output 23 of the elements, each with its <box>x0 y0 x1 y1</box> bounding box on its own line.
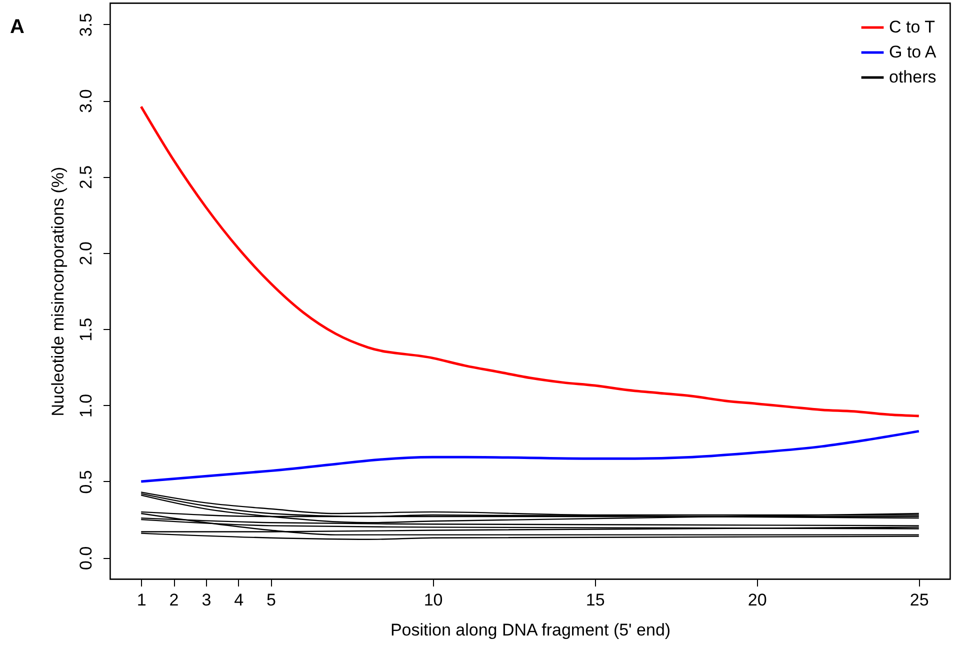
y-tick-label: 2.0 <box>76 242 96 266</box>
x-tick-label: 15 <box>586 590 605 610</box>
x-tick-label: 25 <box>910 590 929 610</box>
text: A <box>10 16 24 38</box>
y-tick-label: 3.0 <box>76 89 96 113</box>
y-tick-label: 0.5 <box>76 470 96 494</box>
x-tick-label: 3 <box>202 590 212 610</box>
x-tick-label: 2 <box>169 590 179 610</box>
y-tick-label: 0.0 <box>76 546 96 570</box>
y-tick-label: 1.0 <box>76 394 96 418</box>
x-axis-title: Position along DNA fragment (5' end) <box>390 620 671 640</box>
legend-label: others <box>889 68 936 86</box>
legend-label: G to A <box>889 42 937 62</box>
y-tick-label: 2.5 <box>76 165 96 190</box>
x-tick-label: 4 <box>234 590 244 610</box>
x-tick-label: 20 <box>748 590 767 610</box>
y-axis-title: Nucleotide misincorporations (%) <box>48 166 68 416</box>
y-tick-label: 1.5 <box>76 318 96 342</box>
y-tick-label: 3.5 <box>76 13 96 37</box>
x-tick-label: 1 <box>136 590 146 610</box>
x-tick-label: 10 <box>424 590 443 610</box>
legend-label: C to T <box>889 18 935 36</box>
x-tick-label: 5 <box>266 590 276 610</box>
